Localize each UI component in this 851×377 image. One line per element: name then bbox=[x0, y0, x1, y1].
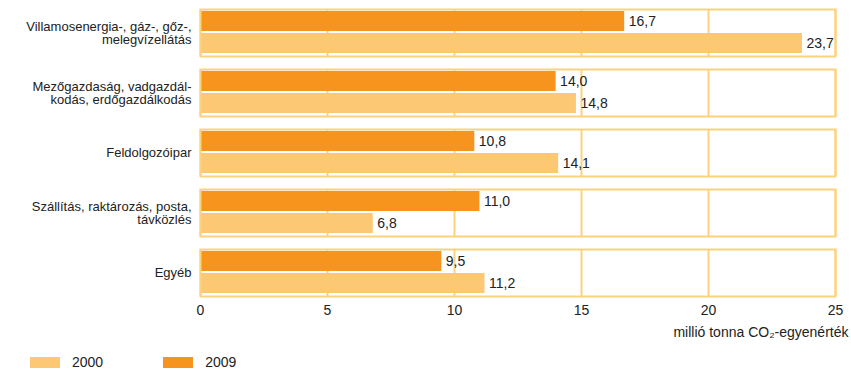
svg-text:14,1: 14,1 bbox=[563, 155, 590, 171]
svg-text:16,7: 16,7 bbox=[629, 13, 656, 29]
svg-text:15: 15 bbox=[574, 302, 590, 318]
svg-text:23,7: 23,7 bbox=[806, 35, 833, 51]
svg-text:25: 25 bbox=[828, 302, 844, 318]
svg-text:14,0: 14,0 bbox=[560, 73, 587, 89]
svg-text:Mezőgazdaság, vadgazdál-kodás,: Mezőgazdaság, vadgazdál-kodás, erdőgazdá… bbox=[33, 79, 192, 107]
svg-text:11,2: 11,2 bbox=[489, 275, 515, 291]
svg-text:10,8: 10,8 bbox=[479, 133, 506, 149]
svg-text:Szállítás, raktározás, posta,t: Szállítás, raktározás, posta,távközlés bbox=[32, 199, 192, 227]
svg-text:Egyéb: Egyéb bbox=[155, 265, 192, 280]
svg-text:0: 0 bbox=[197, 302, 205, 318]
svg-text:6,8: 6,8 bbox=[377, 215, 397, 231]
svg-text:9,5: 9,5 bbox=[446, 253, 466, 269]
svg-text:20: 20 bbox=[701, 302, 717, 318]
svg-text:5: 5 bbox=[324, 302, 332, 318]
svg-text:Feldolgozóipar: Feldolgozóipar bbox=[106, 145, 192, 160]
html-text:2009: 2009 bbox=[205, 354, 237, 370]
svg-text:Villamosenergia-, gáz-, gőz-,m: Villamosenergia-, gáz-, gőz-,melegvízell… bbox=[26, 19, 192, 47]
svg-text:10: 10 bbox=[447, 302, 463, 318]
svg-text:14,8: 14,8 bbox=[580, 95, 607, 111]
html-text:2000: 2000 bbox=[72, 354, 104, 370]
svg-text:millió tonna CO₂-egyenérték: millió tonna CO₂-egyenérték bbox=[673, 324, 849, 340]
svg-text:11,0: 11,0 bbox=[484, 193, 510, 209]
